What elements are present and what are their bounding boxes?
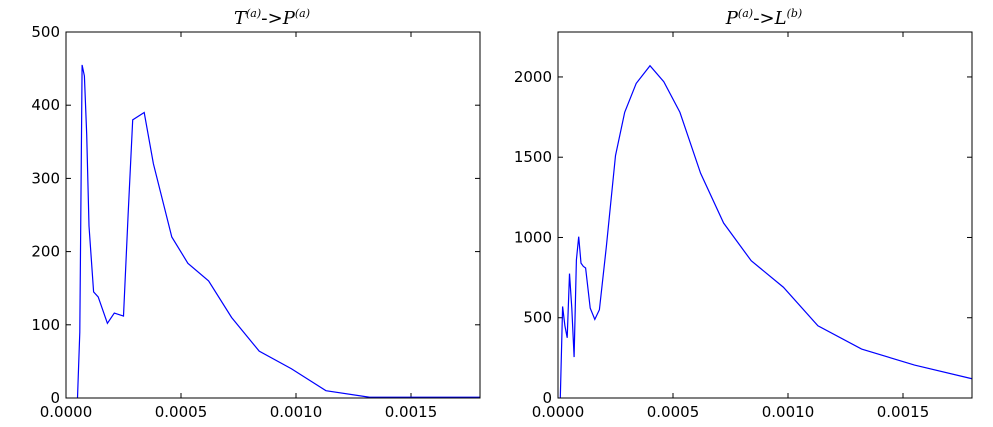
chart-left-xtick-label: 0.0015 xyxy=(385,403,438,421)
chart-right-xtick-label: 0.0005 xyxy=(647,403,700,421)
chart-right-ytick-label: 2000 xyxy=(514,68,552,86)
chart-right-xtick-label: 0.0010 xyxy=(762,403,815,421)
chart-left-series-line xyxy=(76,64,480,399)
chart-right-title: P(a)->L(b) xyxy=(725,7,802,29)
chart-right-ytick-label: 1000 xyxy=(514,228,552,246)
chart-left-ytick-label: 400 xyxy=(31,96,60,114)
chart-left: T(a)->P(a) 0.0000 0.0005 0.0010 0.0015 0 100 2… xyxy=(31,7,481,421)
chart-right-plot-frame xyxy=(557,31,973,399)
chart-right: P(a)->L(b) 0.0000 0.0005 0.0010 0.0015 0 500 1… xyxy=(514,7,973,421)
chart-right-xtick-label: 0.0000 xyxy=(532,403,585,421)
chart-left-ytick-label: 100 xyxy=(31,316,60,334)
chart-left-ytick-label: 500 xyxy=(31,23,60,41)
chart-left-xtick-label: 0.0010 xyxy=(270,403,323,421)
chart-right-ytick-label: 1500 xyxy=(514,148,552,166)
chart-left-plot-frame xyxy=(65,31,481,399)
chart-right-ytick-label: 500 xyxy=(523,309,552,327)
chart-left-ytick-label: 200 xyxy=(31,243,60,261)
chart-right-ytick-label: 0 xyxy=(542,389,552,407)
chart-left-ytick-label: 300 xyxy=(31,169,60,187)
chart-right-xtick-label: 0.0015 xyxy=(877,403,930,421)
chart-left-xtick-label: 0.0005 xyxy=(155,403,208,421)
chart-left-ytick-label: 0 xyxy=(50,389,60,407)
chart-right-series-line xyxy=(559,64,973,399)
chart-left-title: T(a)->P(a) xyxy=(234,7,310,29)
chart-left-xtick-label: 0.0000 xyxy=(40,403,93,421)
